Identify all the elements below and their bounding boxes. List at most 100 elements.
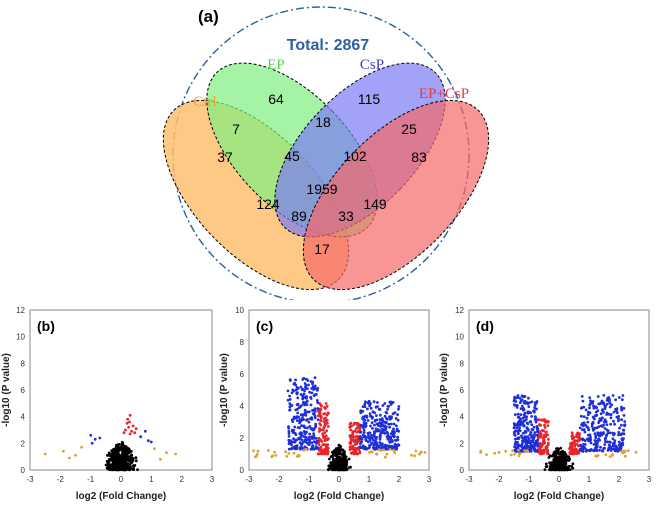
data-point <box>525 446 529 450</box>
data-point <box>588 406 591 410</box>
data-point <box>612 441 615 445</box>
data-point <box>359 409 363 412</box>
data-point <box>397 407 400 411</box>
data-point <box>291 420 295 423</box>
data-point <box>301 416 304 420</box>
y-tick-label: 4 <box>21 413 26 422</box>
data-point <box>302 425 306 429</box>
data-point <box>370 433 373 437</box>
data-point <box>309 403 313 407</box>
data-point <box>316 418 320 422</box>
data-point <box>529 411 532 414</box>
data-point <box>126 451 130 455</box>
data-point <box>519 449 523 453</box>
data-point <box>570 447 574 450</box>
data-point <box>307 438 311 441</box>
data-point <box>117 443 121 446</box>
data-point <box>516 444 520 447</box>
data-point <box>345 463 348 467</box>
y-tick-label: 2 <box>460 439 465 448</box>
data-point <box>596 395 600 398</box>
data-point <box>303 432 307 436</box>
data-point <box>352 423 356 427</box>
data-point <box>291 440 295 444</box>
data-point <box>350 424 353 428</box>
data-point <box>104 463 108 467</box>
data-point <box>295 386 299 389</box>
data-point <box>352 440 356 443</box>
data-point <box>544 434 547 438</box>
venn-count-ep-csp: 18 <box>315 114 331 130</box>
data-point <box>345 461 349 464</box>
data-point <box>423 451 427 454</box>
y-tick-label: 6 <box>240 370 245 379</box>
data-point <box>523 411 527 415</box>
data-point <box>296 391 299 395</box>
data-point <box>609 422 612 426</box>
data-point <box>600 408 604 412</box>
data-point <box>373 411 376 415</box>
data-point <box>319 438 322 442</box>
data-point <box>312 432 315 435</box>
data-point <box>153 447 156 451</box>
data-point <box>315 389 319 392</box>
data-point <box>529 420 533 424</box>
data-point <box>532 409 535 413</box>
data-point <box>304 447 308 451</box>
data-point <box>310 416 313 419</box>
data-point <box>326 443 330 447</box>
data-point <box>339 448 343 451</box>
data-point <box>118 462 121 465</box>
data-point <box>410 453 413 457</box>
data-point <box>296 411 300 415</box>
data-point <box>603 407 607 411</box>
data-point <box>326 425 330 428</box>
data-point <box>174 452 178 456</box>
data-point <box>607 443 611 447</box>
data-point <box>378 435 382 439</box>
data-point <box>349 437 353 441</box>
data-point <box>290 428 294 432</box>
data-point <box>376 405 379 408</box>
data-point <box>343 450 346 453</box>
data-point <box>366 401 370 405</box>
data-point <box>543 426 547 429</box>
venn-set-label-epcsp: EP+CsP <box>419 86 469 102</box>
data-point <box>108 459 112 462</box>
data-point <box>586 433 590 437</box>
x-tick-label: 0 <box>337 475 342 484</box>
data-point <box>593 439 597 442</box>
data-point <box>324 416 327 420</box>
data-point <box>562 468 566 471</box>
data-point <box>377 407 381 411</box>
data-point <box>311 409 314 412</box>
data-point <box>622 407 626 410</box>
x-tick-label: 0 <box>119 475 124 484</box>
data-point <box>336 458 340 461</box>
data-point <box>255 452 259 456</box>
data-point <box>572 440 576 444</box>
y-tick-label: 8 <box>460 359 465 368</box>
data-point <box>602 431 605 434</box>
data-point <box>367 436 370 440</box>
data-point <box>323 406 326 409</box>
data-point <box>518 401 522 404</box>
data-point <box>554 457 557 461</box>
data-point <box>512 403 516 407</box>
data-point <box>523 415 527 419</box>
data-point <box>286 398 290 402</box>
data-point <box>308 440 311 444</box>
data-point <box>395 446 399 450</box>
data-point <box>568 468 572 471</box>
data-point <box>315 393 318 396</box>
data-point <box>337 460 341 464</box>
x-tick-label: 1 <box>149 475 154 484</box>
data-point <box>376 401 379 404</box>
data-point <box>331 451 335 455</box>
data-point <box>546 441 550 445</box>
data-point <box>337 450 340 453</box>
data-point <box>119 457 123 461</box>
data-point <box>570 431 574 435</box>
y-tick-label: 4 <box>240 402 245 411</box>
data-point <box>80 445 83 449</box>
